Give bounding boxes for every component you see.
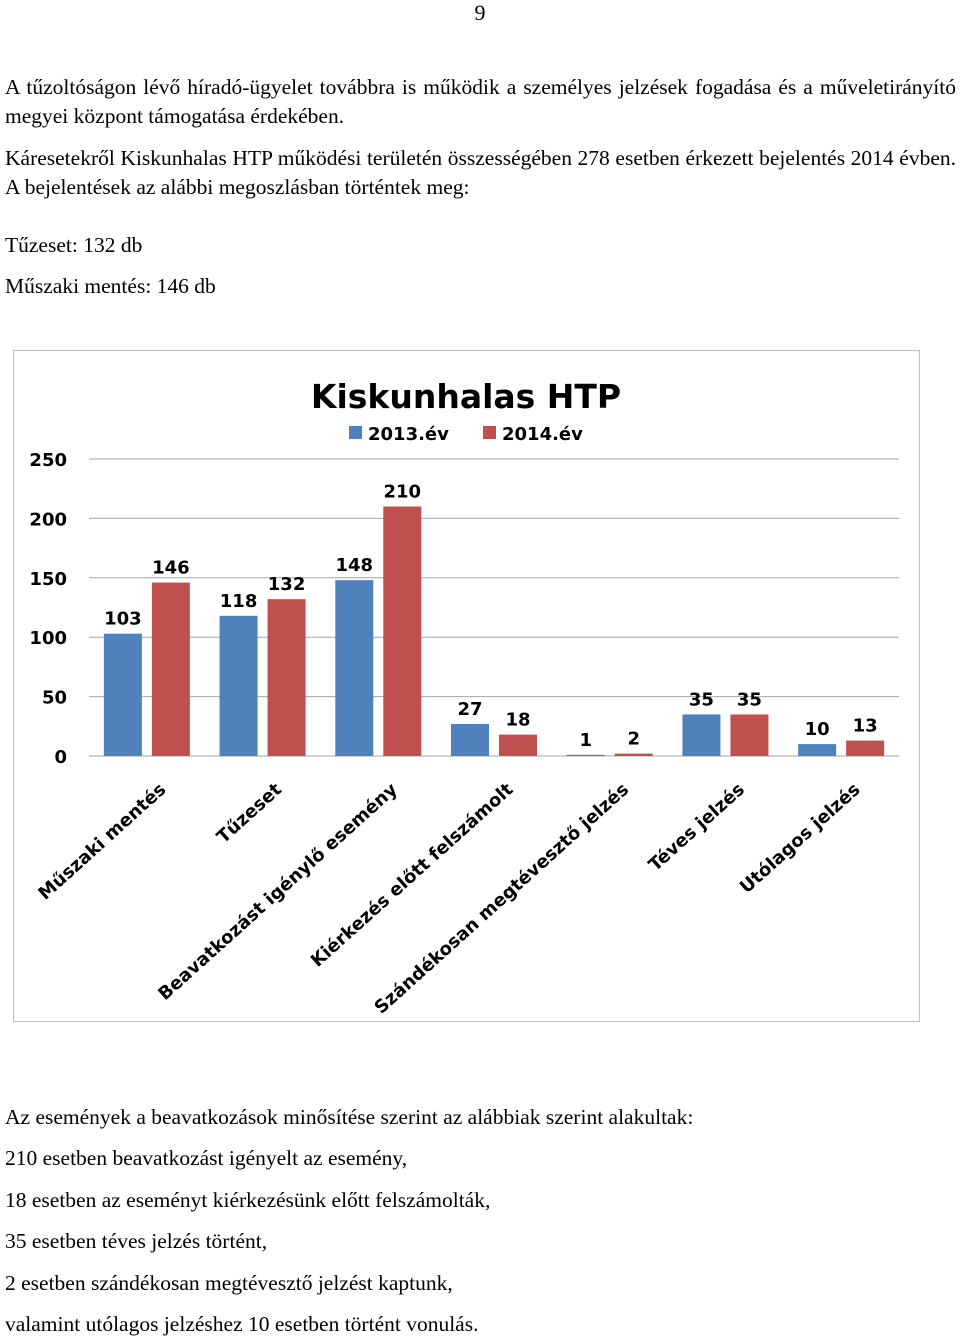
summary-intro: Az események a beavatkozások minősítése … <box>5 1105 694 1129</box>
y-tick-label-1: 50 <box>42 688 67 709</box>
bar-1-4 <box>614 753 653 756</box>
page-number: 9 <box>474 0 486 25</box>
x-tick-label-2: Beavatkozást igénylő esemény <box>154 779 402 1005</box>
data-label-0-0: 103 <box>104 609 142 630</box>
summary-line-2: 18 esetben az eseményt kiérkezésünk előt… <box>5 1188 491 1212</box>
x-tick-label-5: Téves jelzés <box>645 779 749 876</box>
bar-0-4 <box>566 754 605 756</box>
bar-0-1 <box>219 615 258 756</box>
chart-frame: Kiskunhalas HTP 2013.év 2014.év 0 50 100 150 20… <box>13 350 920 1022</box>
legend-swatch-0 <box>349 426 362 439</box>
summary-line-3: 35 esetben téves jelzés történt, <box>5 1229 268 1253</box>
data-label-0-3: 27 <box>457 699 482 720</box>
bar-1-6 <box>846 740 885 756</box>
y-tick-label-4: 200 <box>29 509 67 530</box>
data-label-1-3: 18 <box>505 710 530 731</box>
stat-tuzeset: Tűzeset: 132 db <box>5 233 143 257</box>
bar-0-3 <box>451 723 489 756</box>
bar-0-5 <box>682 714 721 756</box>
bar-1-0 <box>151 582 190 756</box>
data-label-0-5: 35 <box>689 689 714 710</box>
data-label-0-4: 1 <box>579 730 592 751</box>
summary-line-5: valamint utólagos jelzéshez 10 esetben t… <box>5 1312 479 1336</box>
legend-swatch-1 <box>483 426 496 439</box>
data-label-1-6: 13 <box>853 716 878 737</box>
x-tick-label-3: Kiérkezés előtt felszámolt <box>307 779 518 972</box>
paragraph-hirado: A tűzoltóságon lévő híradó-ügyelet továb… <box>5 75 956 128</box>
bar-1-1 <box>267 599 306 756</box>
bar-0-2 <box>335 580 374 756</box>
y-tick-label-3: 150 <box>29 569 67 590</box>
x-tick-label-0: Műszaki mentés <box>34 779 170 904</box>
bar-0-6 <box>798 744 837 756</box>
summary-line-1: 210 esetben beavatkozást igényelt az ese… <box>5 1146 408 1170</box>
data-label-0-2: 148 <box>335 555 373 576</box>
x-tick-label-4: Szándékosan megtévesztő jelzés <box>371 779 633 1018</box>
bar-0-0 <box>103 633 142 756</box>
summary-line-4: 2 esetben szándékosan megtévesztő jelzés… <box>5 1271 453 1295</box>
data-label-1-4: 2 <box>627 729 640 750</box>
x-tick-label-1: Tűzeset <box>213 779 286 848</box>
data-label-0-1: 118 <box>220 591 258 612</box>
bar-1-5 <box>730 714 769 756</box>
y-tick-label-2: 100 <box>29 628 67 649</box>
legend-label-0: 2013.év <box>368 424 449 445</box>
bar-1-3 <box>499 734 537 756</box>
y-tick-label-0: 0 <box>54 747 67 768</box>
bar-1-2 <box>383 506 422 756</box>
stat-muszaki-mentes: Műszaki mentés: 146 db <box>5 274 216 298</box>
bar-chart: Kiskunhalas HTP 2013.év 2014.év 0 50 100 150 20… <box>29 377 899 1018</box>
legend-label-1: 2014.év <box>502 424 583 445</box>
chart-title: Kiskunhalas HTP <box>311 377 621 416</box>
data-label-1-2: 210 <box>383 482 421 503</box>
y-tick-label-5: 250 <box>29 450 67 471</box>
paragraph-bejelentesek: Káresetekről Kiskunhalas HTP működési te… <box>5 146 956 199</box>
data-label-1-0: 146 <box>152 558 190 579</box>
data-label-0-6: 10 <box>805 719 830 740</box>
data-label-1-1: 132 <box>268 574 306 595</box>
data-label-1-5: 35 <box>737 689 762 710</box>
x-tick-label-6: Utólagos jelzés <box>736 779 865 898</box>
